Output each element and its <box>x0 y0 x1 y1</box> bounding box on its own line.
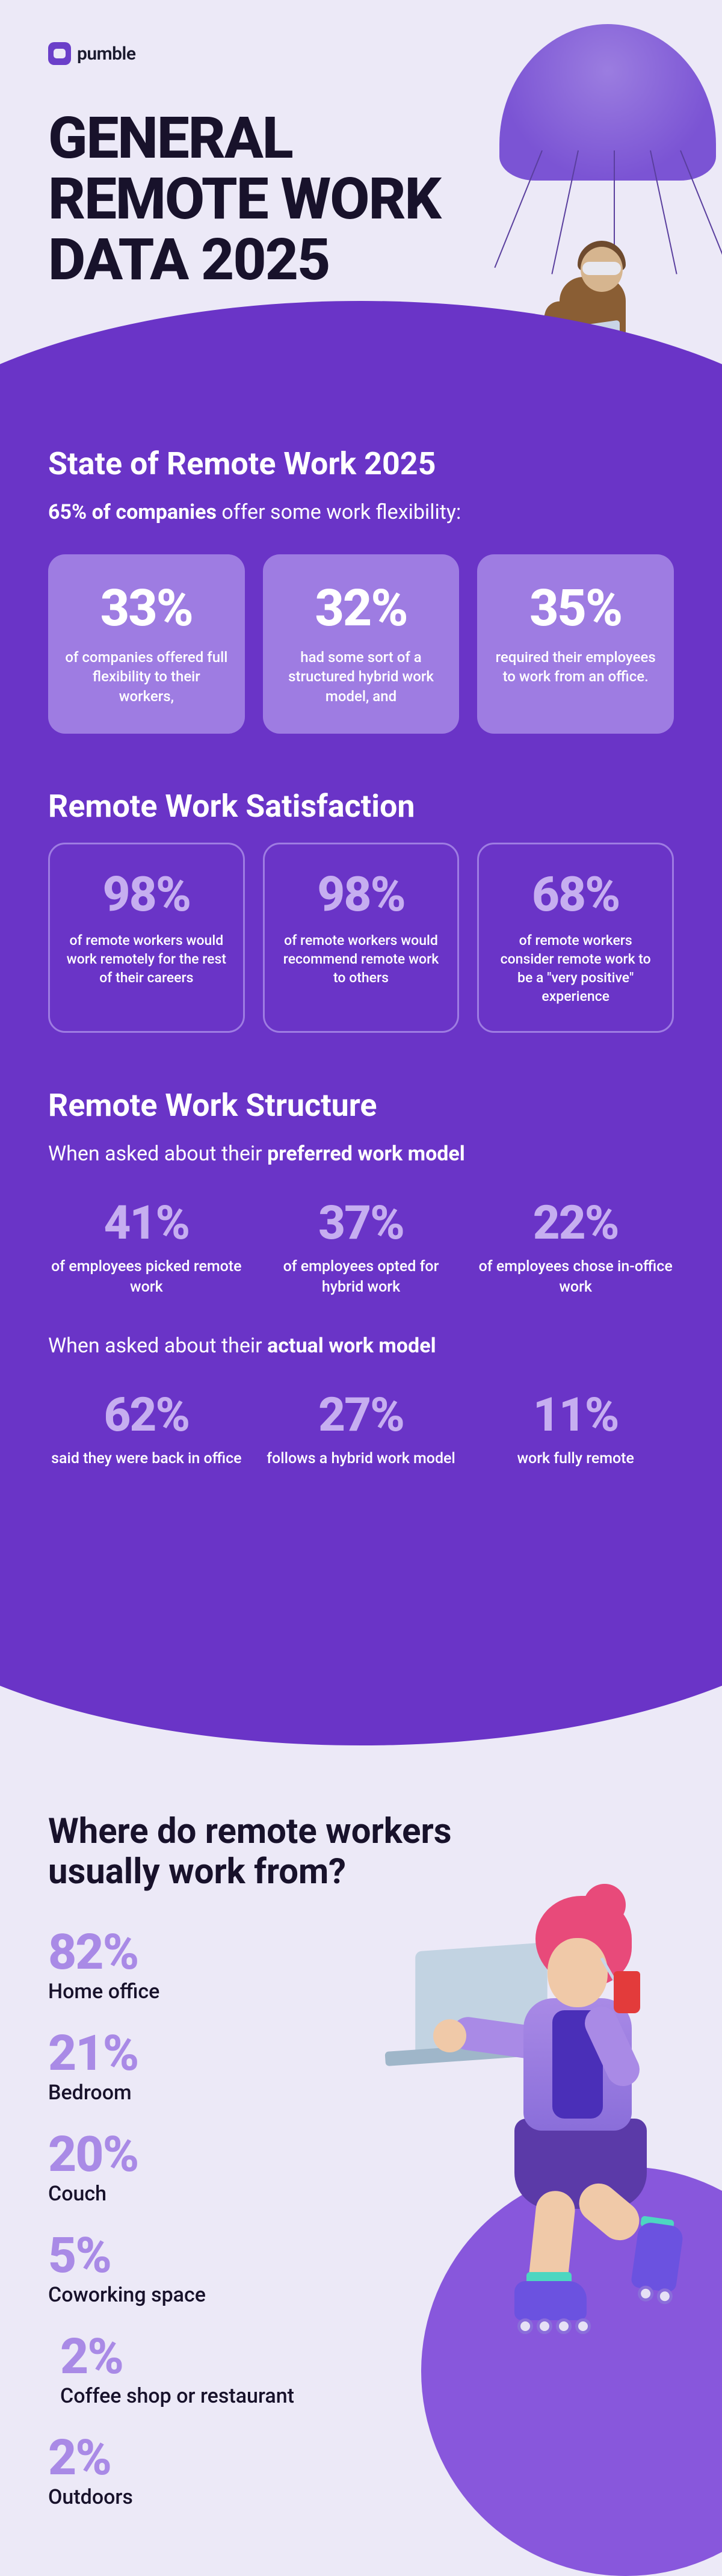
stat-desc: of remote workers would work remotely fo… <box>64 931 229 987</box>
stat-desc: work fully remote <box>477 1449 674 1469</box>
stat-desc: of employees opted for hybrid work <box>263 1257 460 1298</box>
stat-desc: required their employees to work from an… <box>494 648 657 687</box>
satisfaction-card: 68% of remote workers consider remote wo… <box>477 843 674 1033</box>
structure-stat: 11% work fully remote <box>477 1388 674 1469</box>
satisfaction-cards: 98% of remote workers would work remotel… <box>48 843 674 1033</box>
stat-pct: 98% <box>279 866 443 923</box>
brand-logo: pumble <box>48 42 136 65</box>
locations-title: Where do remote workers usually work fro… <box>48 1812 674 1892</box>
state-cards: 33% of companies offered full flexibilit… <box>48 554 674 734</box>
brand-name: pumble <box>77 43 136 64</box>
title-line: REMOTE WORK <box>48 169 440 230</box>
structure-actual-row: 62% said they were back in office 27% fo… <box>48 1388 674 1469</box>
state-card: 33% of companies offered full flexibilit… <box>48 554 245 734</box>
stat-pct: 11% <box>477 1388 674 1443</box>
stat-pct: 27% <box>263 1388 460 1443</box>
structure-preferred-row: 41% of employees picked remote work 37% … <box>48 1196 674 1298</box>
stat-desc: of employees picked remote work <box>48 1257 245 1298</box>
stat-desc: of employees chose in-office work <box>477 1257 674 1298</box>
structure-actual-intro: When asked about their actual work model <box>48 1334 674 1358</box>
state-card: 35% required their employees to work fro… <box>477 554 674 734</box>
stat-pct: 98% <box>64 866 229 923</box>
location-label: Coffee shop or restaurant <box>60 2384 674 2408</box>
structure-stat: 22% of employees chose in-office work <box>477 1196 674 1298</box>
title-line: DATA 2025 <box>48 230 440 291</box>
state-subtitle: 65% of companies offer some work flexibi… <box>48 500 674 524</box>
location-item: 2% Outdoors <box>48 2433 674 2509</box>
purple-section: State of Remote Work 2025 65% of compani… <box>0 409 722 1643</box>
structure-stat: 27% follows a hybrid work model <box>263 1388 460 1469</box>
stat-desc: of remote workers would recommend remote… <box>279 931 443 987</box>
stat-desc: follows a hybrid work model <box>263 1449 460 1469</box>
stat-pct: 62% <box>48 1388 245 1443</box>
stat-pct: 41% <box>48 1196 245 1251</box>
title-line: GENERAL <box>48 108 440 169</box>
stat-pct: 37% <box>263 1196 460 1251</box>
state-title: State of Remote Work 2025 <box>48 445 674 482</box>
skater-illustration <box>397 1890 686 2341</box>
stat-pct: 32% <box>280 578 443 638</box>
stat-desc: of remote workers consider remote work t… <box>493 931 658 1006</box>
location-label: Outdoors <box>48 2485 674 2509</box>
location-item: 2% Coffee shop or restaurant <box>48 2332 674 2408</box>
stat-pct: 33% <box>65 578 228 638</box>
structure-stat: 37% of employees opted for hybrid work <box>263 1196 460 1298</box>
stat-desc: had some sort of a structured hybrid wor… <box>280 648 443 706</box>
satisfaction-card: 98% of remote workers would work remotel… <box>48 843 245 1033</box>
page-title: GENERAL REMOTE WORK DATA 2025 <box>48 108 440 290</box>
state-card: 32% had some sort of a structured hybrid… <box>263 554 460 734</box>
state-subtitle-bold: 65% of companies <box>48 500 217 524</box>
brand-logo-icon <box>48 42 71 65</box>
stat-pct: 22% <box>477 1196 674 1251</box>
state-subtitle-rest: offer some work flexibility: <box>217 500 461 524</box>
stat-pct: 68% <box>493 866 658 923</box>
satisfaction-title: Remote Work Satisfaction <box>48 788 674 825</box>
structure-stat: 41% of employees picked remote work <box>48 1196 245 1298</box>
stat-desc: of companies offered full flexibility to… <box>65 648 228 706</box>
structure-preferred-intro: When asked about their preferred work mo… <box>48 1142 674 1166</box>
stat-pct: 35% <box>494 578 657 638</box>
location-pct: 2% <box>48 2433 674 2483</box>
stat-desc: said they were back in office <box>48 1449 245 1469</box>
structure-stat: 62% said they were back in office <box>48 1388 245 1469</box>
satisfaction-card: 98% of remote workers would recommend re… <box>263 843 460 1033</box>
structure-title: Remote Work Structure <box>48 1087 674 1124</box>
